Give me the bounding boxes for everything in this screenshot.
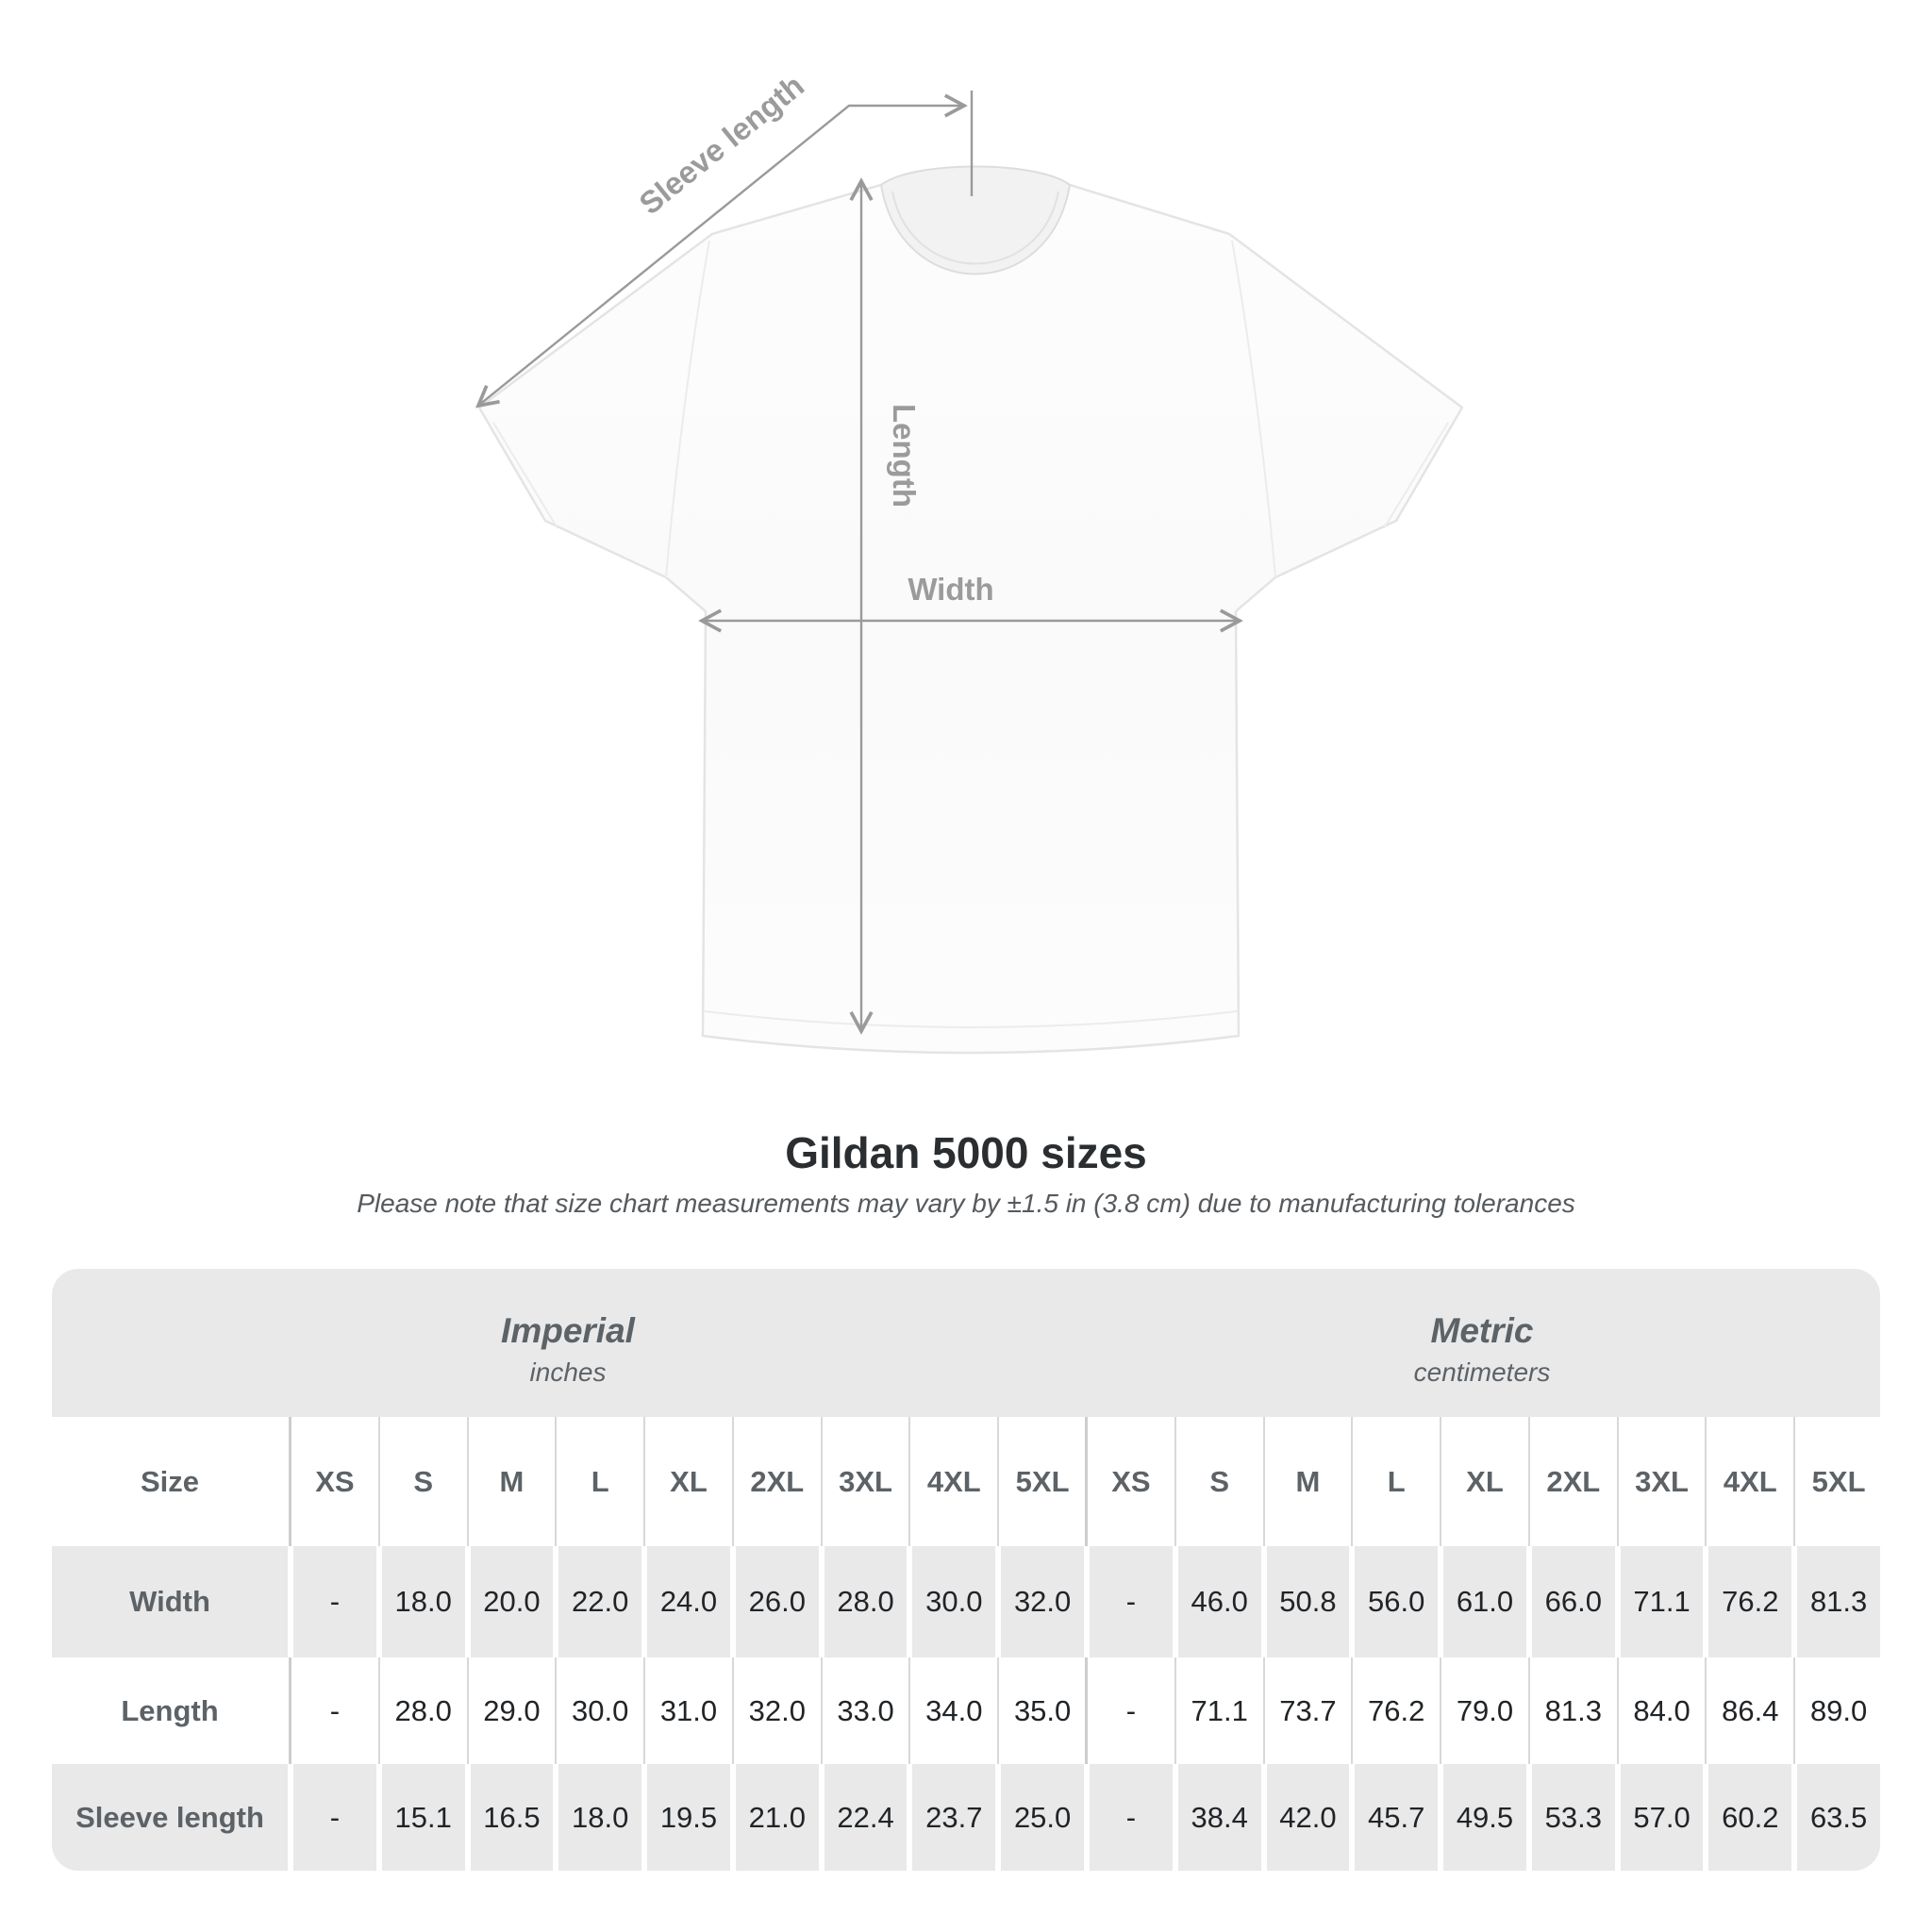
cell-sleeve-met-4xl: 60.2 (1708, 1764, 1792, 1871)
col-header-3xl: 3XL (820, 1417, 908, 1546)
size-row-label: Size (52, 1417, 288, 1546)
cell-length-met-3xl: 84.0 (1616, 1657, 1704, 1764)
cell-width-imp-2xl: 26.0 (735, 1546, 819, 1657)
size-chart-grid: Size XS S M L XL 2XL 3XL 4XL 5XL XS S M … (52, 1417, 1880, 1871)
cell-width-met-xl: 61.0 (1443, 1546, 1526, 1657)
cell-width-imp-4xl: 30.0 (912, 1546, 996, 1657)
cell-width-met-l: 56.0 (1355, 1546, 1439, 1657)
cell-sleeve-imp-2xl: 21.0 (735, 1764, 819, 1871)
cell-sleeve-met-3xl: 57.0 (1620, 1764, 1704, 1871)
cell-width-met-xs: - (1090, 1546, 1173, 1657)
col-header-s: S (377, 1417, 465, 1546)
cell-length-imp-l: 30.0 (555, 1657, 642, 1764)
col-header-l: L (1351, 1417, 1439, 1546)
tshirt-diagram-svg: Sleeve length Length Width (475, 68, 1464, 1055)
cell-sleeve-met-xs: - (1090, 1764, 1173, 1871)
cell-sleeve-imp-3xl: 22.4 (824, 1764, 908, 1871)
col-header-xs: XS (289, 1417, 376, 1546)
cell-length-imp-3xl: 33.0 (820, 1657, 908, 1764)
cell-sleeve-imp-m: 16.5 (470, 1764, 554, 1871)
tshirt-illustration (477, 165, 1464, 1055)
cell-width-met-4xl: 76.2 (1708, 1546, 1792, 1657)
measurement-annotations (475, 91, 1243, 1035)
cell-width-imp-3xl: 28.0 (824, 1546, 908, 1657)
cell-length-met-xl: 79.0 (1440, 1657, 1526, 1764)
cell-sleeve-imp-5xl: 25.0 (1001, 1764, 1084, 1871)
col-header-m: M (1262, 1417, 1350, 1546)
cell-length-met-xs: - (1085, 1657, 1173, 1764)
cell-sleeve-met-2xl: 53.3 (1531, 1764, 1615, 1871)
cell-sleeve-imp-l: 18.0 (558, 1764, 642, 1871)
cell-width-met-m: 50.8 (1266, 1546, 1350, 1657)
cell-width-met-s: 46.0 (1177, 1546, 1261, 1657)
cell-width-met-3xl: 71.1 (1620, 1546, 1704, 1657)
cell-length-imp-xs: - (289, 1657, 376, 1764)
tolerance-note: Please note that size chart measurements… (357, 1189, 1575, 1218)
col-header-2xl: 2XL (1527, 1417, 1615, 1546)
cell-sleeve-met-5xl: 63.5 (1797, 1764, 1880, 1871)
col-header-3xl: 3XL (1616, 1417, 1704, 1546)
unit-group-metric: Metric centimeters (1084, 1269, 1880, 1417)
width-label: Width (908, 572, 993, 607)
unit-group-unit: centimeters (1413, 1357, 1551, 1387)
unit-header-band: Imperial inches Metric centimeters (52, 1269, 1880, 1417)
cell-length-met-s: 71.1 (1174, 1657, 1261, 1764)
cell-length-imp-xl: 31.0 (643, 1657, 730, 1764)
cell-sleeve-met-m: 42.0 (1266, 1764, 1350, 1871)
tshirt-measurement-diagram: Sleeve length Length Width (475, 68, 1464, 1055)
col-header-2xl: 2XL (731, 1417, 819, 1546)
cell-width-met-5xl: 81.3 (1797, 1546, 1880, 1657)
cell-sleeve-imp-4xl: 23.7 (912, 1764, 996, 1871)
unit-group-unit: inches (529, 1357, 607, 1387)
cell-length-imp-s: 28.0 (377, 1657, 465, 1764)
row-label-width: Width (52, 1546, 288, 1657)
col-header-5xl: 5XL (1793, 1417, 1880, 1546)
row-label-sleeve-length: Sleeve length (52, 1764, 288, 1871)
cell-length-met-m: 73.7 (1262, 1657, 1350, 1764)
cell-length-met-l: 76.2 (1351, 1657, 1439, 1764)
size-chart-table: Imperial inches Metric centimeters Size … (52, 1269, 1880, 1871)
cell-width-met-2xl: 66.0 (1531, 1546, 1615, 1657)
col-header-4xl: 4XL (1705, 1417, 1792, 1546)
cell-sleeve-met-xl: 49.5 (1443, 1764, 1526, 1871)
unit-group-name: Metric (1430, 1311, 1534, 1350)
col-header-s: S (1174, 1417, 1261, 1546)
cell-length-imp-2xl: 32.0 (731, 1657, 819, 1764)
cell-width-imp-xl: 24.0 (647, 1546, 730, 1657)
sleeve-length-label: Sleeve length (632, 68, 810, 222)
unit-group-name: Imperial (501, 1311, 635, 1350)
col-header-xs: XS (1085, 1417, 1173, 1546)
length-label: Length (887, 404, 922, 508)
sleeve-length-line (475, 93, 968, 408)
cell-length-imp-5xl: 35.0 (997, 1657, 1084, 1764)
cell-sleeve-imp-xs: - (293, 1764, 376, 1871)
page-title: Gildan 5000 sizes (785, 1128, 1147, 1177)
cell-length-imp-4xl: 34.0 (908, 1657, 996, 1764)
cell-width-imp-xs: - (293, 1546, 376, 1657)
cell-length-met-2xl: 81.3 (1527, 1657, 1615, 1764)
col-header-5xl: 5XL (997, 1417, 1084, 1546)
cell-length-met-5xl: 89.0 (1793, 1657, 1880, 1764)
col-header-xl: XL (643, 1417, 730, 1546)
cell-sleeve-met-s: 38.4 (1177, 1764, 1261, 1871)
cell-width-imp-5xl: 32.0 (1001, 1546, 1084, 1657)
cell-length-met-4xl: 86.4 (1705, 1657, 1792, 1764)
cell-width-imp-s: 18.0 (381, 1546, 465, 1657)
cell-sleeve-imp-s: 15.1 (381, 1764, 465, 1871)
cell-width-imp-l: 22.0 (558, 1546, 642, 1657)
col-header-l: L (555, 1417, 642, 1546)
col-header-m: M (466, 1417, 554, 1546)
cell-width-imp-m: 20.0 (470, 1546, 554, 1657)
unit-group-imperial: Imperial inches (52, 1269, 1084, 1417)
col-header-xl: XL (1440, 1417, 1526, 1546)
cell-sleeve-imp-xl: 19.5 (647, 1764, 730, 1871)
cell-sleeve-met-l: 45.7 (1355, 1764, 1439, 1871)
cell-length-imp-m: 29.0 (466, 1657, 554, 1764)
row-label-length: Length (52, 1657, 288, 1764)
col-header-4xl: 4XL (908, 1417, 996, 1546)
heading-block: Gildan 5000 sizes Please note that size … (0, 1128, 1932, 1223)
